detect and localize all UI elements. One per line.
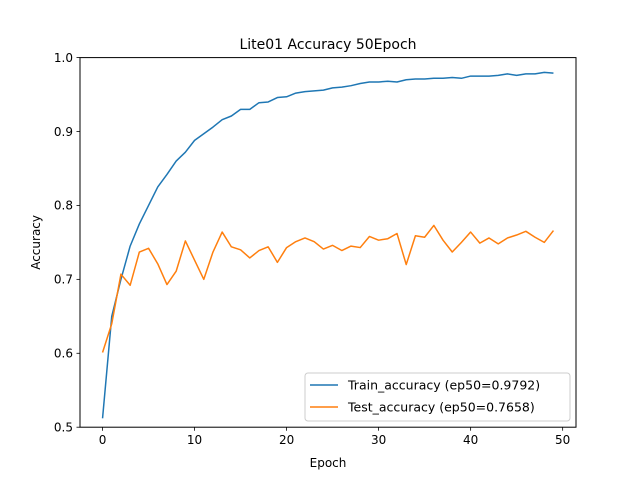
x-tick-label: 20: [279, 433, 294, 447]
y-tick-label: 1.0: [54, 51, 73, 65]
y-tick-label: 0.6: [54, 347, 73, 361]
series-line-train: [101, 71, 554, 419]
plot-lines: [101, 71, 555, 419]
x-tick-label: 30: [371, 433, 386, 447]
y-axis-label: Accuracy: [29, 215, 43, 270]
y-tick-label: 0.9: [54, 125, 73, 139]
y-tick-label: 0.7: [54, 273, 73, 287]
x-tick-label: 40: [463, 433, 478, 447]
plot-frame: [79, 57, 577, 428]
y-axis-ticks: 0.5 0.6 0.7 0.8 0.9 1.0: [54, 51, 80, 435]
x-tick-label: 0: [99, 433, 107, 447]
legend-entry: Test_accuracy (ep50=0.7658): [347, 400, 535, 415]
legend: Train_accuracy (ep50=0.9792) Test_accurac…: [304, 372, 571, 422]
legend-box: [304, 372, 571, 422]
legend-entry: Train_accuracy (ep50=0.9792): [347, 378, 540, 393]
chart-title: Lite01 Accuracy 50Epoch: [239, 37, 416, 53]
x-tick-label: 50: [555, 433, 570, 447]
series-line-test: [101, 224, 555, 353]
y-tick-label: 0.8: [54, 199, 73, 213]
x-axis-ticks: 0 10 20 30 40 50: [99, 427, 570, 447]
x-tick-label: 10: [187, 433, 202, 447]
y-tick-label: 0.5: [54, 421, 73, 435]
x-axis-label: Epoch: [310, 456, 347, 470]
